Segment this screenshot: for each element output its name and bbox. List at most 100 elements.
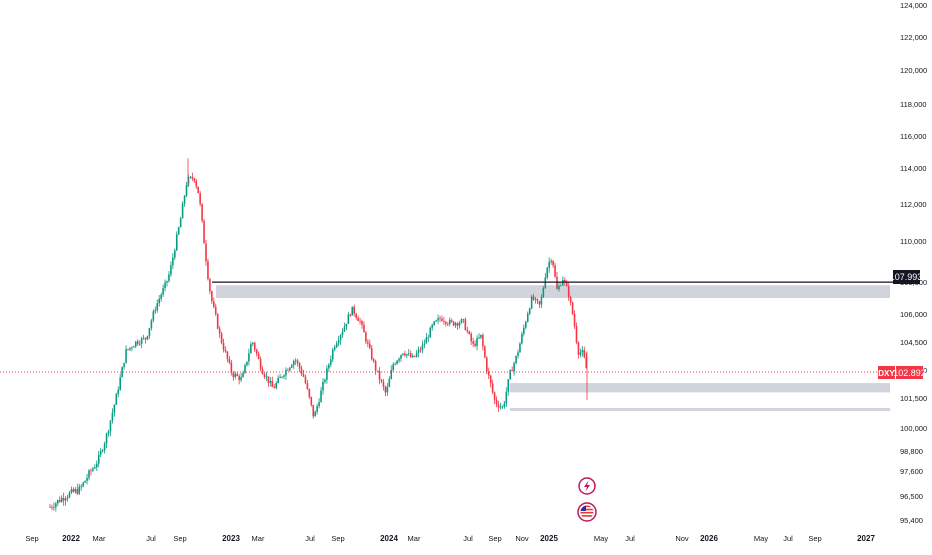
y-tick-label: 124,000 [900, 1, 927, 10]
candle [577, 341, 580, 359]
candle [328, 362, 330, 373]
candle [191, 172, 194, 181]
candle [250, 341, 252, 354]
candle [107, 429, 110, 437]
candle [316, 403, 318, 415]
candle [115, 392, 118, 405]
us-flag-icon[interactable] [577, 502, 597, 522]
candle [427, 334, 430, 343]
candle [197, 186, 199, 194]
candle [228, 356, 231, 365]
candle [152, 309, 155, 323]
candle [168, 271, 170, 283]
candle [425, 332, 428, 344]
candle [495, 396, 498, 408]
candle [240, 372, 242, 383]
candle [174, 248, 176, 260]
x-tick-label: Mar [93, 534, 106, 543]
candle [51, 504, 53, 511]
candle [486, 356, 488, 375]
candle [74, 487, 77, 494]
candle [49, 503, 51, 508]
candle [433, 320, 435, 326]
candle [265, 371, 268, 382]
candle [431, 323, 433, 331]
candle [408, 348, 410, 357]
price-axis[interactable]: 95,400 96,500 97,600 98,800 100,000 101,500 10… [900, 1, 927, 525]
candle [117, 386, 120, 398]
candle [505, 387, 508, 408]
candle [456, 322, 459, 330]
candle [476, 335, 478, 351]
candle [567, 282, 570, 301]
candle [287, 368, 289, 371]
y-tick-label: 101,500 [900, 394, 927, 403]
x-tick-label: Jul [625, 534, 635, 543]
candle [390, 365, 393, 380]
candle [400, 354, 402, 362]
candle [187, 174, 190, 188]
candle [261, 366, 264, 375]
candle [304, 374, 307, 385]
candle [337, 335, 340, 347]
candle [322, 378, 324, 395]
candle [378, 367, 381, 385]
candle [542, 285, 545, 299]
candle [318, 398, 320, 409]
candle [302, 369, 305, 378]
x-tick-label: 2023 [222, 534, 240, 543]
candle [546, 266, 549, 280]
candle [544, 273, 547, 289]
candle [253, 341, 256, 353]
y-tick-label: 112,000 [900, 200, 927, 209]
candle [66, 494, 69, 502]
y-tick-label: 98,800 [900, 447, 923, 456]
candle [234, 371, 237, 380]
candle [109, 420, 112, 437]
candle [133, 345, 135, 348]
candle [507, 379, 510, 396]
candle [482, 333, 484, 351]
candle [534, 296, 537, 304]
candle [404, 350, 406, 357]
candle [487, 367, 490, 380]
candle [248, 348, 250, 366]
x-tick-label: 2025 [540, 534, 558, 543]
candle [339, 334, 342, 345]
candle [489, 374, 492, 388]
candle [372, 357, 375, 363]
candle [365, 330, 367, 345]
candle [415, 350, 418, 358]
y-tick-label: 96,500 [900, 492, 923, 501]
candle [523, 324, 525, 337]
candle [97, 450, 100, 468]
candle [216, 313, 219, 330]
candle [279, 373, 281, 379]
x-tick-label: Mar [252, 534, 265, 543]
candle [441, 315, 443, 322]
candle [222, 338, 225, 353]
candle [111, 408, 114, 424]
lightning-icon[interactable] [578, 477, 596, 495]
candle [142, 334, 145, 340]
candle [454, 322, 457, 329]
candle [205, 239, 207, 266]
candle [413, 355, 416, 358]
candle [562, 276, 564, 286]
candle [583, 346, 586, 359]
candle [558, 282, 560, 292]
candle [464, 317, 467, 331]
time-axis[interactable]: Sep 2022 Mar Jul Sep 2023 Mar Jul Sep 2024 Mar Jul S… [25, 534, 875, 543]
candle [201, 203, 203, 223]
candle [468, 330, 471, 335]
candle [94, 464, 96, 470]
x-tick-label: 2024 [380, 534, 398, 543]
candle [585, 352, 588, 369]
candle [244, 363, 246, 374]
candle [452, 320, 455, 327]
candle [439, 315, 441, 323]
y-tick-label: 120,000 [900, 66, 927, 75]
candle [335, 341, 338, 349]
